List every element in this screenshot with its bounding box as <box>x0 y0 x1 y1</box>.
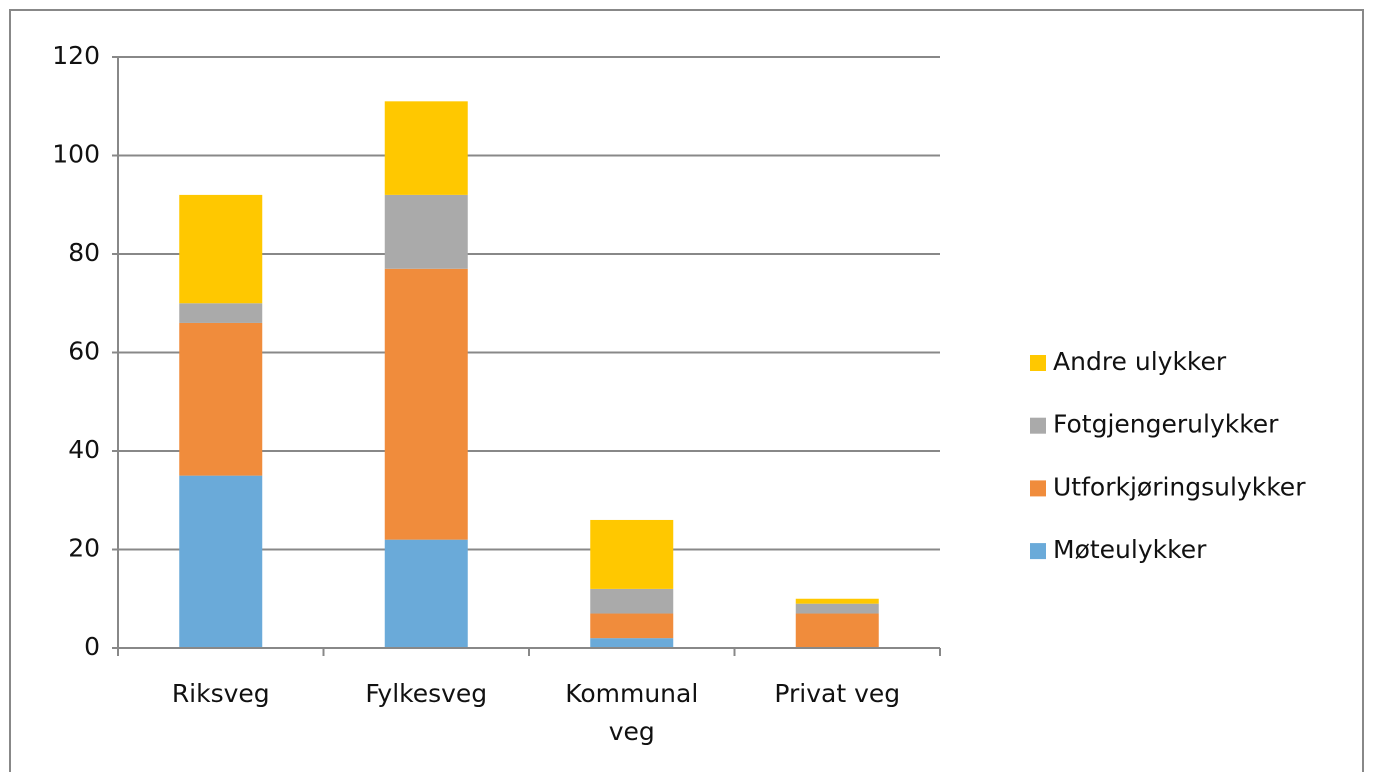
bar-segment <box>795 613 879 648</box>
bar-segment <box>384 539 468 648</box>
bar-segment <box>795 603 879 614</box>
legend-swatch <box>1030 480 1046 497</box>
legend-label: Fotgjengerulykker <box>1053 410 1279 439</box>
legend-label: Andre ulykker <box>1053 347 1227 376</box>
y-tick-label: 0 <box>84 632 100 661</box>
bar-segment <box>384 194 468 269</box>
bar-segment <box>590 519 674 589</box>
bar-segment <box>179 475 263 648</box>
bar-segment <box>590 613 674 639</box>
y-tick-label: 100 <box>52 140 100 169</box>
y-tick-label: 80 <box>68 238 100 267</box>
x-tick-label: Kommunal veg <box>565 679 699 746</box>
bar-segment <box>179 322 263 476</box>
bar-segment <box>590 588 674 614</box>
x-tick-label: Fylkesveg <box>365 679 488 708</box>
y-tick-label: 60 <box>68 337 100 366</box>
legend-label: Møteulykker <box>1053 535 1207 564</box>
bar-segment <box>384 268 468 540</box>
y-tick-label: 120 <box>52 41 100 70</box>
bar-segment <box>179 194 263 304</box>
y-tick-label: 40 <box>68 435 100 464</box>
y-tick-label: 20 <box>68 534 100 563</box>
chart-border <box>9 9 1364 772</box>
bar-segment <box>795 598 879 604</box>
bar-segment <box>590 638 674 648</box>
bar-segment <box>179 303 263 323</box>
bar-segment <box>384 101 468 195</box>
x-tick-label: Riksveg <box>171 679 270 708</box>
legend-swatch <box>1030 417 1046 434</box>
legend-swatch <box>1030 543 1046 560</box>
legend-swatch <box>1030 355 1046 371</box>
legend-label: Utforkjøringsulykker <box>1053 472 1306 501</box>
x-tick-label: Privat veg <box>774 679 901 708</box>
